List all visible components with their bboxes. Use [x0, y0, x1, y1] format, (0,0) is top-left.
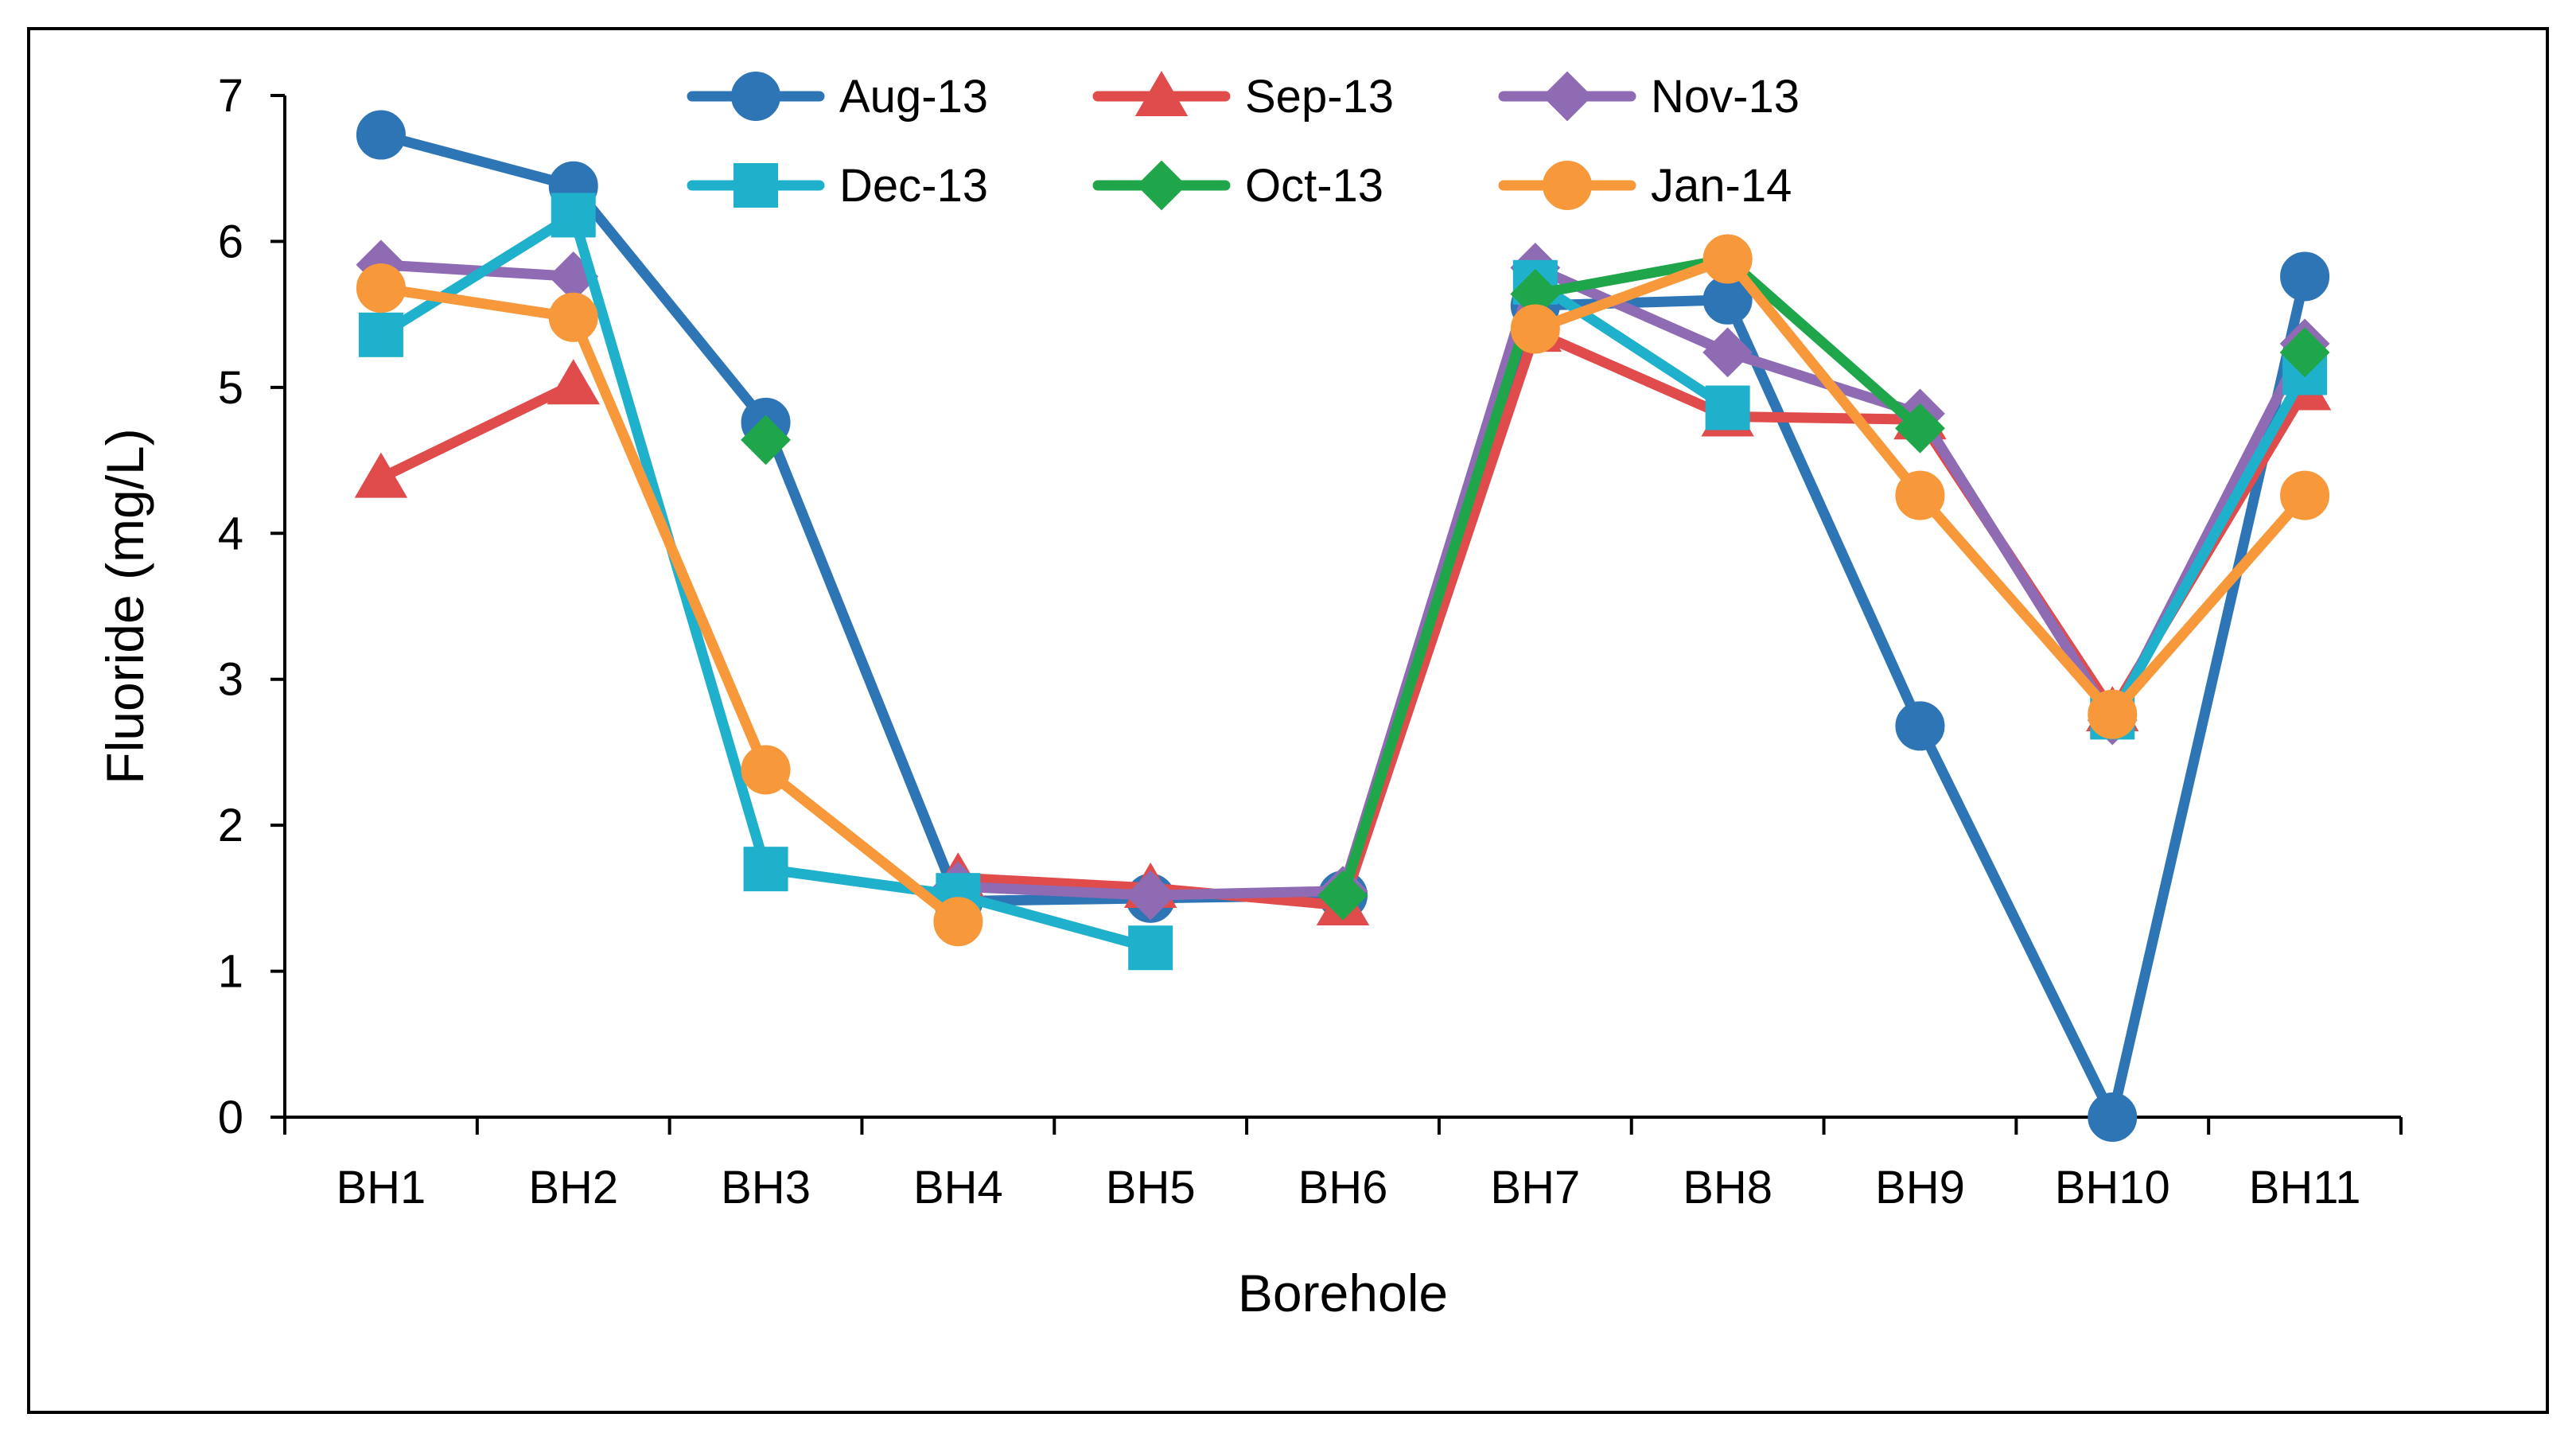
axes: 0 1 2 3 4 5 6 7 BH1 BH2 BH3 BH4 BH5 BH6 BH7 BH8 BH9 BH10 B…	[218, 70, 2403, 1213]
point-oct-13-bh6	[1317, 870, 1368, 921]
point-aug-13-bh11	[2280, 251, 2330, 302]
x-tick-label: BH5	[1106, 1162, 1196, 1213]
point-jan-14-bh7	[1510, 304, 1560, 354]
series-line-aug-13	[376, 130, 2310, 1123]
point-jan-14-bh11	[2280, 470, 2330, 520]
legend-label: Aug-13	[839, 71, 988, 123]
point-aug-13-bh1	[356, 110, 406, 160]
series-nov-13	[356, 240, 2330, 921]
point-nov-13-bh5	[1125, 870, 1176, 921]
point-jan-14-bh10	[2088, 689, 2138, 739]
legend-marker-jan-14	[1543, 161, 1592, 210]
point-aug-13-bh10	[2088, 1092, 2138, 1142]
legend-item-aug-13: Aug-13	[687, 71, 988, 123]
legend-label: Dec-13	[839, 160, 988, 212]
point-jan-14-bh4	[933, 897, 983, 947]
x-tick-label: BH4	[913, 1162, 1003, 1213]
point-jan-14-bh3	[741, 745, 791, 795]
point-jan-14-bh1	[356, 263, 406, 314]
legend-item-dec-13: Dec-13	[687, 160, 988, 212]
legend-label: Nov-13	[1651, 71, 1800, 123]
x-tick-label: BH2	[528, 1162, 618, 1213]
point-dec-13-bh5	[1128, 925, 1173, 971]
legend-marker-sep-13	[1134, 71, 1189, 116]
y-tick-label: 5	[218, 362, 243, 414]
series-line-dec-13	[376, 209, 2310, 953]
point-dec-13-bh8	[1705, 385, 1750, 430]
series-group	[354, 110, 2332, 1142]
legend-marker-nov-13	[1542, 71, 1593, 122]
series-jan-14	[356, 234, 2330, 947]
legend: Aug-13 Sep-13 Nov-13 Dec-13 Oct-13 Jan-14	[687, 71, 1800, 212]
point-sep-13-bh2	[547, 359, 600, 405]
point-oct-13-bh9	[1895, 403, 1945, 454]
x-tick-label: BH9	[1875, 1162, 1965, 1213]
y-tick-label: 0	[218, 1092, 243, 1143]
y-tick-label: 6	[218, 216, 243, 267]
legend-item-sep-13: Sep-13	[1092, 71, 1394, 123]
x-tick-label: BH11	[2249, 1162, 2361, 1213]
x-tick-label: BH3	[721, 1162, 811, 1213]
legend-label: Sep-13	[1245, 71, 1394, 123]
legend-marker-dec-13	[733, 163, 778, 208]
point-jan-14-bh2	[548, 292, 598, 342]
x-axis-title: Borehole	[1238, 1264, 1448, 1322]
point-jan-14-bh8	[1702, 234, 1753, 284]
series-line-sep-13	[376, 326, 2310, 911]
y-tick-label: 7	[218, 70, 243, 122]
point-dec-13-bh3	[743, 847, 788, 892]
point-oct-13-bh3	[741, 415, 791, 465]
point-dec-13-bh2	[551, 193, 596, 238]
legend-marker-oct-13	[1136, 160, 1187, 211]
legend-label: Jan-14	[1651, 160, 1792, 212]
y-tick-label: 1	[218, 946, 243, 998]
legend-item-oct-13: Oct-13	[1092, 160, 1383, 212]
point-sep-13-bh1	[354, 452, 408, 498]
y-tick-label: 3	[218, 654, 243, 706]
y-tick-label: 2	[218, 800, 243, 851]
point-nov-13-bh8	[1702, 327, 1753, 378]
point-oct-13-bh11	[2279, 327, 2330, 378]
x-tick-label: BH1	[336, 1162, 426, 1213]
point-jan-14-bh9	[1895, 470, 1945, 520]
series-sep-13	[354, 306, 2332, 926]
series-line-oct-13	[1343, 259, 2305, 895]
x-tick-label: BH7	[1490, 1162, 1580, 1213]
point-aug-13-bh9	[1895, 701, 1945, 751]
legend-marker-aug-13	[731, 72, 780, 121]
series-line-nov-13	[376, 259, 2310, 901]
legend-item-jan-14: Jan-14	[1498, 160, 1792, 212]
legend-label: Oct-13	[1245, 160, 1383, 212]
x-tick-label: BH6	[1298, 1162, 1388, 1213]
y-tick-label: 4	[218, 508, 243, 559]
x-tick-label: BH8	[1683, 1162, 1772, 1213]
point-dec-13-bh1	[358, 312, 403, 357]
x-tick-label: BH10	[2055, 1162, 2170, 1213]
y-axis-title: Fluoride (mg/L)	[95, 428, 154, 784]
legend-item-nov-13: Nov-13	[1498, 71, 1800, 123]
series-line-jan-14	[376, 253, 2310, 927]
